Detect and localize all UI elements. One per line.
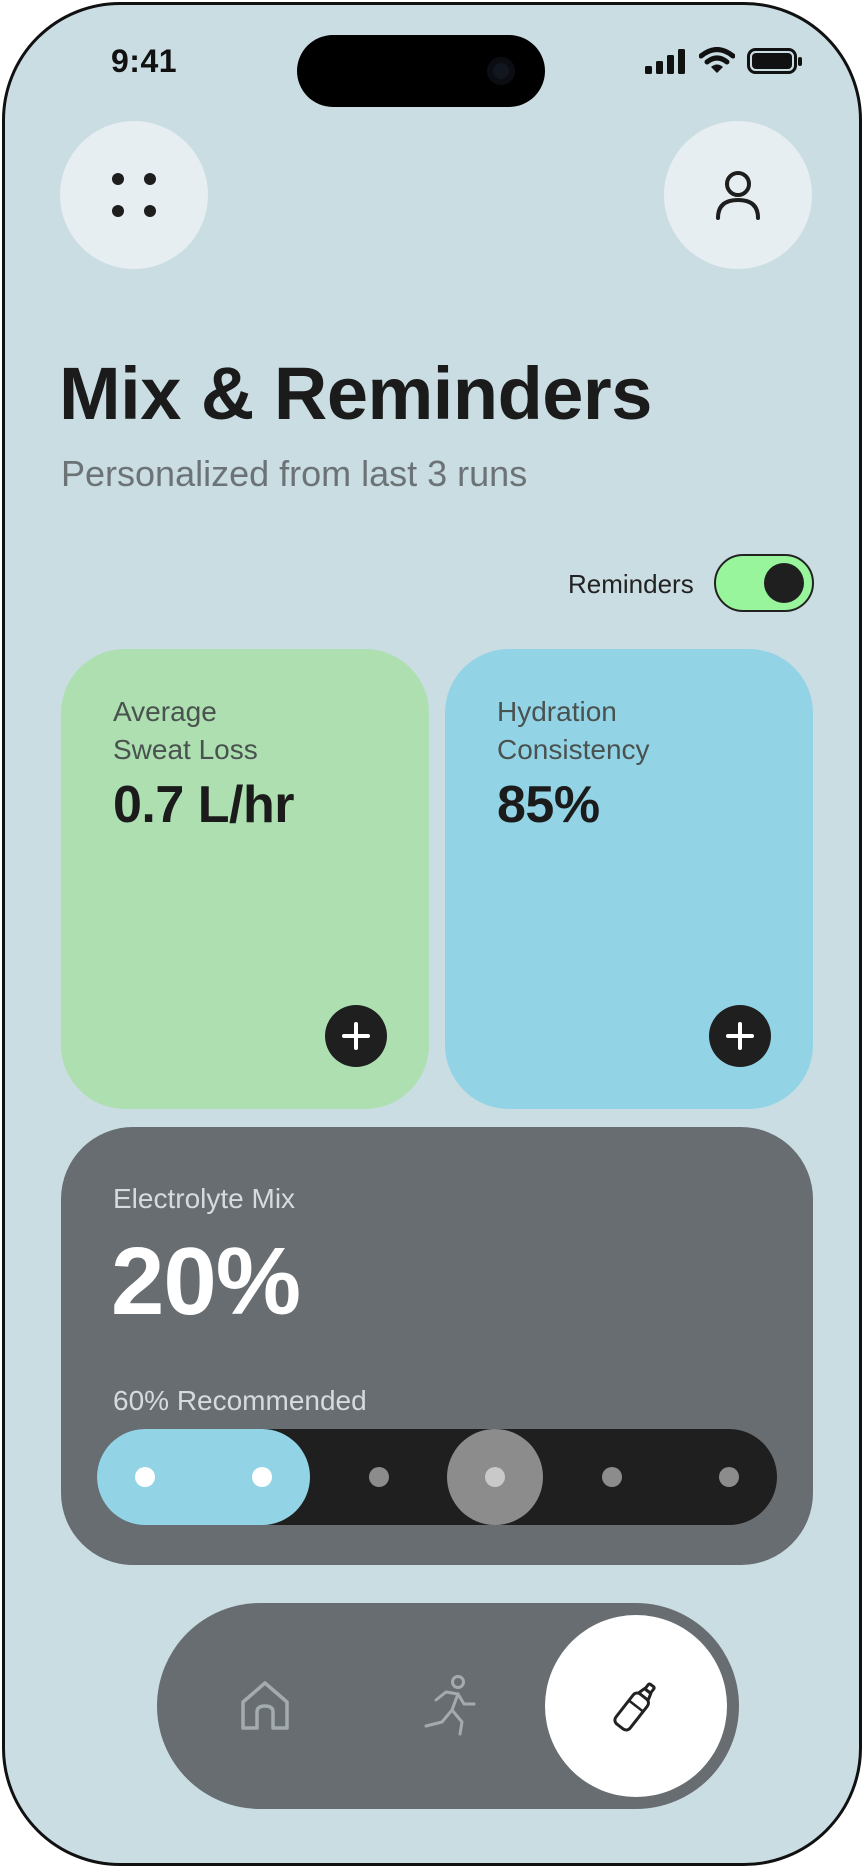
nav-bottle[interactable]: [545, 1615, 727, 1797]
reminders-toggle[interactable]: [714, 554, 814, 612]
home-icon: [241, 1681, 289, 1730]
profile-button[interactable]: [664, 121, 812, 269]
slider-fill: [97, 1429, 310, 1525]
battery-icon: [747, 48, 802, 74]
page-title: Mix & Reminders: [59, 352, 652, 435]
user-icon: [716, 171, 760, 220]
card-label: Hydration Consistency: [497, 693, 797, 769]
nav-run[interactable]: [377, 1633, 523, 1779]
reminders-label: Reminders: [568, 569, 694, 599]
toggle-knob: [764, 563, 804, 603]
plus-icon: [726, 1022, 754, 1050]
electrolyte-mix-card: Electrolyte Mix 20% 60% Recommended: [61, 1127, 813, 1565]
nav-home[interactable]: [192, 1633, 338, 1779]
slider-step[interactable]: [135, 1467, 155, 1487]
dynamic-island: [297, 35, 545, 107]
page-subtitle: Personalized from last 3 runs: [61, 453, 528, 494]
signal-icon: [645, 49, 685, 74]
hydration-card[interactable]: Hydration Consistency 85%: [445, 649, 813, 1109]
electrolyte-value: 20%: [111, 1228, 301, 1335]
slider-step[interactable]: [251, 1467, 272, 1487]
bottle-icon: [613, 1682, 656, 1732]
slider-step[interactable]: [602, 1467, 623, 1487]
card-label: Average Sweat Loss: [113, 693, 413, 769]
camera-icon: [487, 57, 515, 85]
card-label-line-2: Sweat Loss: [113, 734, 258, 765]
card-label-line-2: Consistency: [497, 734, 650, 765]
add-hydration-button[interactable]: [709, 1005, 771, 1067]
grid-dots-icon: [112, 173, 156, 217]
electrolyte-slider[interactable]: [97, 1429, 777, 1525]
add-sweat-loss-button[interactable]: [325, 1005, 387, 1067]
status-icons: [645, 47, 803, 75]
card-label-line-1: Hydration: [497, 696, 617, 727]
recommended-marker[interactable]: [447, 1429, 544, 1525]
status-time: 9:41: [111, 43, 178, 79]
menu-button[interactable]: [60, 121, 208, 269]
bottom-nav: [157, 1603, 739, 1809]
hydration-value: 85%: [497, 776, 600, 834]
sweat-loss-value: 0.7 L/hr: [113, 776, 294, 834]
electrolyte-label: Electrolyte Mix: [113, 1183, 296, 1214]
card-label-line-1: Average: [113, 696, 217, 727]
plus-icon: [342, 1022, 370, 1050]
runner-icon: [424, 1675, 476, 1736]
wifi-icon: [699, 47, 735, 73]
recommended-label: 60% Recommended: [113, 1385, 367, 1416]
sweat-loss-card[interactable]: Average Sweat Loss 0.7 L/hr: [61, 649, 429, 1109]
slider-step[interactable]: [719, 1467, 739, 1487]
slider-step[interactable]: [368, 1467, 389, 1487]
